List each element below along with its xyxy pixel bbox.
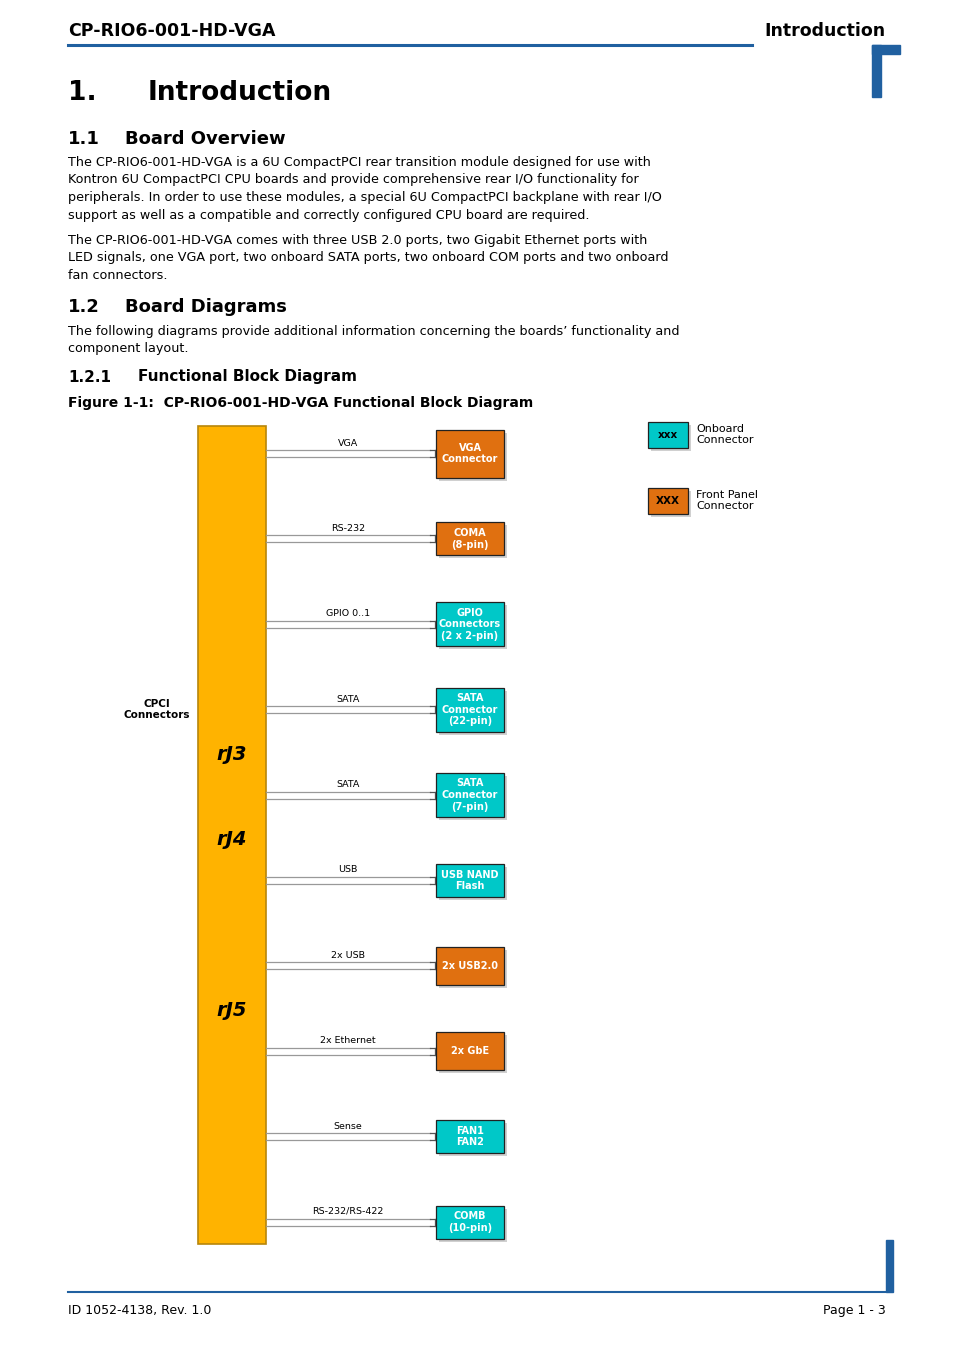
Text: FAN1
FAN2: FAN1 FAN2 — [456, 1126, 483, 1147]
Text: rJ3: rJ3 — [216, 745, 247, 764]
Text: rJ5: rJ5 — [216, 1002, 247, 1021]
Text: XXX: XXX — [656, 495, 679, 505]
Text: Introduction: Introduction — [148, 80, 332, 107]
Text: COMA
(8-pin): COMA (8-pin) — [451, 528, 488, 549]
Text: Sense: Sense — [334, 1122, 362, 1130]
Bar — [438, 1123, 506, 1156]
Bar — [871, 45, 880, 97]
Bar — [438, 950, 506, 988]
Text: COMB
(10-pin): COMB (10-pin) — [448, 1211, 492, 1233]
Text: LED signals, one VGA port, two onboard SATA ports, two onboard COM ports and two: LED signals, one VGA port, two onboard S… — [68, 251, 668, 265]
Bar — [436, 946, 503, 986]
Text: VGA
Connector: VGA Connector — [441, 443, 497, 464]
Text: USB: USB — [338, 865, 357, 875]
Text: CP-RIO6-001-HD-VGA: CP-RIO6-001-HD-VGA — [68, 22, 275, 40]
Bar — [438, 691, 506, 734]
Text: USB NAND
Flash: USB NAND Flash — [441, 869, 498, 891]
Text: Page 1 - 3: Page 1 - 3 — [822, 1304, 885, 1318]
Text: peripherals. In order to use these modules, a special 6U CompactPCI backplane wi: peripherals. In order to use these modul… — [68, 190, 661, 204]
Text: 1.2.1: 1.2.1 — [68, 370, 111, 385]
Text: RS-232/RS-422: RS-232/RS-422 — [312, 1207, 383, 1216]
Text: CPCI
Connectors: CPCI Connectors — [123, 699, 190, 721]
Text: The following diagrams provide additional information concerning the boards’ fun: The following diagrams provide additiona… — [68, 324, 679, 338]
Bar — [436, 429, 503, 478]
Bar — [647, 421, 687, 447]
Bar — [885, 1241, 892, 1292]
Text: 2x GbE: 2x GbE — [451, 1046, 489, 1056]
Text: SATA: SATA — [336, 780, 359, 788]
Text: ID 1052-4138, Rev. 1.0: ID 1052-4138, Rev. 1.0 — [68, 1304, 212, 1318]
Text: fan connectors.: fan connectors. — [68, 269, 168, 282]
Bar — [436, 602, 503, 647]
Bar — [438, 605, 506, 649]
Bar — [650, 490, 690, 517]
Text: Introduction: Introduction — [764, 22, 885, 40]
Text: The CP-RIO6-001-HD-VGA is a 6U CompactPCI rear transition module designed for us: The CP-RIO6-001-HD-VGA is a 6U CompactPC… — [68, 157, 650, 169]
Bar — [436, 1120, 503, 1153]
Text: Kontron 6U CompactPCI CPU boards and provide comprehensive rear I/O functionalit: Kontron 6U CompactPCI CPU boards and pro… — [68, 174, 639, 186]
Text: component layout.: component layout. — [68, 342, 189, 355]
Text: 1.1: 1.1 — [68, 130, 100, 148]
Bar — [650, 424, 690, 451]
Bar — [436, 864, 503, 896]
Text: Board Overview: Board Overview — [125, 130, 285, 148]
Text: 2x Ethernet: 2x Ethernet — [320, 1037, 375, 1045]
Text: SATA
Connector
(7-pin): SATA Connector (7-pin) — [441, 779, 497, 811]
Bar — [438, 867, 506, 900]
Text: GPIO 0..1: GPIO 0..1 — [326, 609, 370, 618]
Text: 1.: 1. — [68, 80, 96, 107]
Bar — [436, 774, 503, 817]
Bar — [438, 1208, 506, 1242]
Bar — [438, 1035, 506, 1073]
Bar — [871, 45, 899, 54]
Text: 2x USB2.0: 2x USB2.0 — [441, 961, 497, 971]
Text: rJ4: rJ4 — [216, 830, 247, 849]
Bar — [438, 432, 506, 481]
Bar — [436, 687, 503, 732]
Text: SATA
Connector
(22-pin): SATA Connector (22-pin) — [441, 693, 497, 726]
Text: Onboard
Connector: Onboard Connector — [696, 424, 753, 446]
Text: 2x USB: 2x USB — [331, 950, 365, 960]
Bar — [647, 487, 687, 513]
Text: SATA: SATA — [336, 695, 359, 703]
Text: xxx: xxx — [658, 429, 678, 440]
Text: RS-232: RS-232 — [331, 524, 365, 533]
Text: Figure 1-1:  CP-RIO6-001-HD-VGA Functional Block Diagram: Figure 1-1: CP-RIO6-001-HD-VGA Functiona… — [68, 396, 533, 409]
Text: Board Diagrams: Board Diagrams — [125, 298, 287, 316]
Text: Functional Block Diagram: Functional Block Diagram — [138, 370, 356, 385]
Bar — [436, 1033, 503, 1071]
Bar — [436, 1206, 503, 1238]
Text: Front Panel
Connector: Front Panel Connector — [696, 490, 758, 512]
Text: The CP-RIO6-001-HD-VGA comes with three USB 2.0 ports, two Gigabit Ethernet port: The CP-RIO6-001-HD-VGA comes with three … — [68, 234, 647, 247]
Bar — [438, 525, 506, 559]
Text: 1.2: 1.2 — [68, 298, 100, 316]
Bar — [438, 776, 506, 819]
Bar — [198, 425, 266, 1243]
Text: GPIO
Connectors
(2 x 2-pin): GPIO Connectors (2 x 2-pin) — [438, 608, 500, 641]
Text: VGA: VGA — [337, 439, 357, 447]
Text: support as well as a compatible and correctly configured CPU board are required.: support as well as a compatible and corr… — [68, 208, 589, 221]
Bar — [436, 522, 503, 555]
